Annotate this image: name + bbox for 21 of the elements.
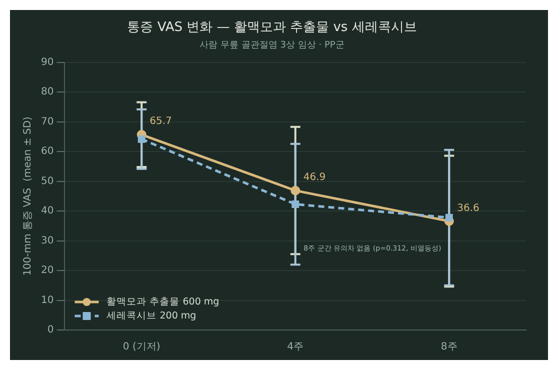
y-tick-label: 40 <box>40 206 54 217</box>
data-label: 46.9 <box>303 172 326 184</box>
x-tick-label: 4주 <box>287 342 304 353</box>
chart-title: 통증 VAS 변화 — 활맥모과 추출물 vs 세레콕시브 <box>127 20 417 36</box>
y-tick-label: 30 <box>40 235 54 246</box>
data-label: 36.6 <box>457 202 480 214</box>
data-label: 65.7 <box>150 116 172 128</box>
y-tick-label: 80 <box>40 86 54 98</box>
y-axis-title: 100-mm 통증 VAS (mean ± SD) <box>22 116 34 276</box>
y-tick-label: 10 <box>40 294 54 306</box>
legend-label: 활맥모과 추출물 600 mg <box>106 296 220 308</box>
legend-label: 세레콕시브 200 mg <box>106 310 196 322</box>
x-tick-label: 8주 <box>440 342 458 353</box>
y-tick-label: 0 <box>47 324 54 336</box>
y-tick-label: 70 <box>40 116 54 128</box>
y-tick-label: 20 <box>40 265 54 276</box>
y-tick-label: 50 <box>40 176 54 187</box>
y-tick-label: 90 <box>40 56 54 68</box>
y-tick-label: 60 <box>40 146 54 158</box>
x-tick-label: 0 (기저) <box>122 342 160 353</box>
chart-subtitle: 사람 무릎 골관절염 3상 임상 · PP군 <box>200 40 344 50</box>
